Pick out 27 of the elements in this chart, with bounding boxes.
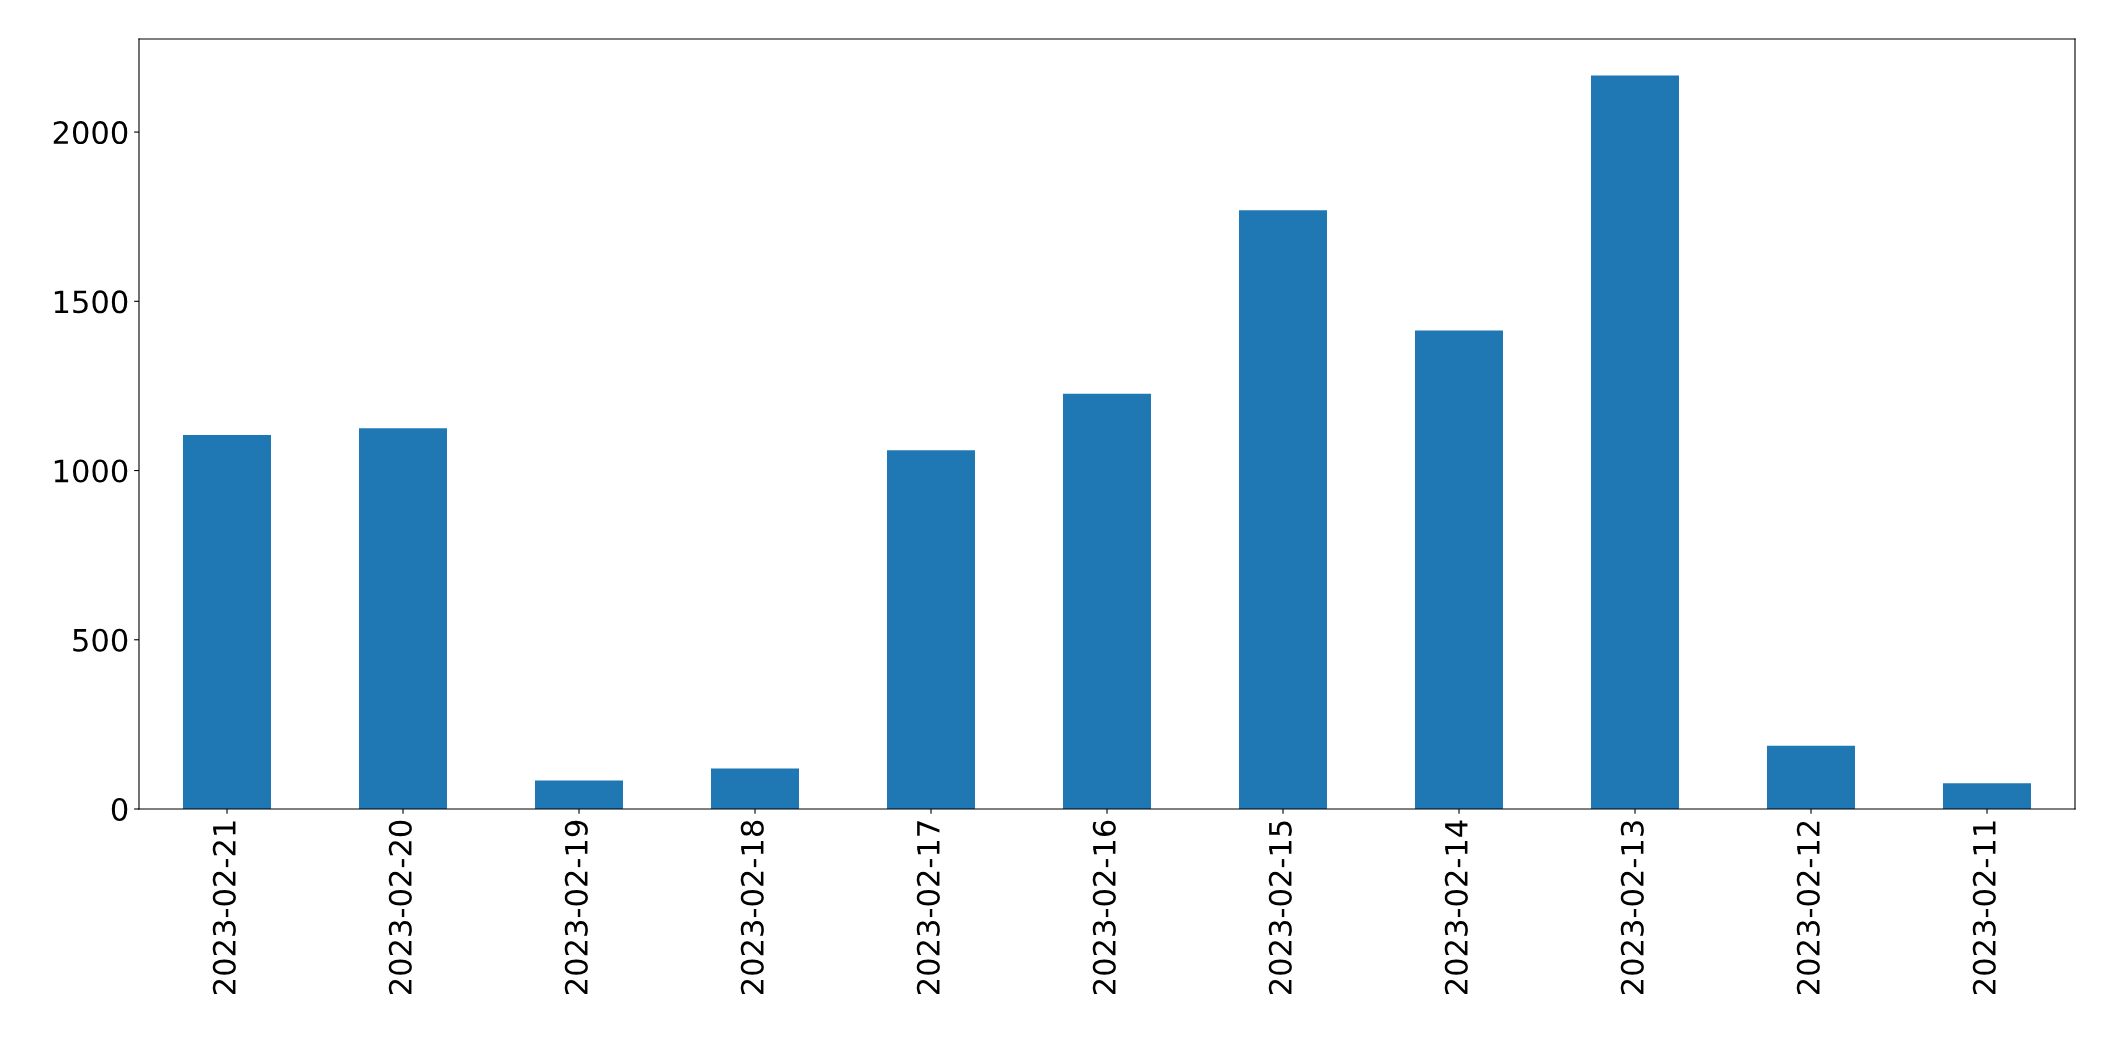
bar	[1063, 393, 1151, 809]
bar	[1591, 75, 1679, 809]
y-tick-label: 1000	[54, 459, 128, 483]
bar	[535, 780, 623, 809]
x-tick-label: 2023-02-13	[1620, 821, 1644, 995]
bar	[887, 450, 975, 809]
y-tick-label: 0	[111, 797, 128, 822]
bar	[359, 428, 447, 809]
bar	[1415, 330, 1503, 809]
bar	[1943, 783, 2031, 809]
bar	[183, 435, 271, 809]
bar	[1767, 745, 1855, 809]
bar	[1239, 210, 1327, 809]
x-tick-label: 2023-02-20	[388, 820, 412, 995]
x-tick-label: 2023-02-16	[1092, 820, 1116, 995]
x-tick-label: 2023-02-14	[1444, 820, 1468, 995]
bar	[711, 768, 799, 809]
x-tick-label: 2023-02-17	[916, 821, 940, 995]
x-tick-label: 2023-02-21	[212, 821, 236, 995]
x-tick-label: 2023-02-15	[1268, 821, 1292, 995]
x-tick-label: 2023-02-19	[564, 820, 588, 995]
x-tick-label: 2023-02-11	[1972, 821, 1996, 995]
x-tick-label: 2023-02-18	[740, 820, 764, 995]
y-tick-label: 1500	[54, 290, 128, 314]
y-tick-label: 500	[73, 628, 128, 652]
x-tick-label: 2023-02-12	[1796, 821, 1820, 995]
y-tick-label: 2000	[53, 121, 128, 145]
